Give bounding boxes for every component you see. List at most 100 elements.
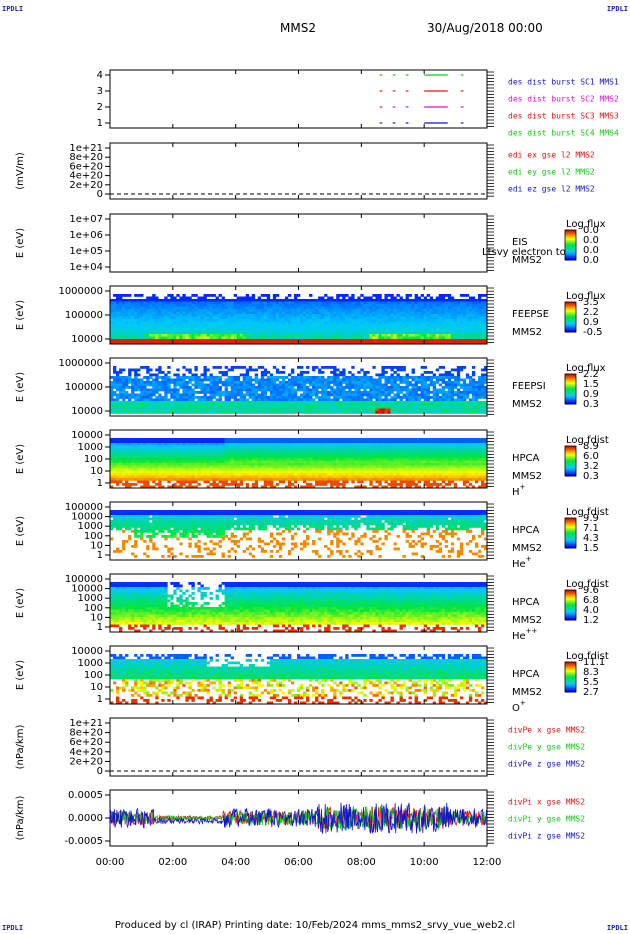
heatmap-cell (366, 319, 370, 322)
heatmap-cell (447, 378, 452, 382)
heatmap-cell (116, 473, 120, 476)
heatmap-cell (290, 368, 295, 372)
heatmap-cell (287, 301, 292, 305)
heatmap-cell (393, 393, 397, 397)
heatmap-cell (396, 406, 400, 409)
heatmap-cell (248, 329, 253, 332)
heatmap-cell (453, 331, 458, 335)
heatmap-cell (390, 373, 394, 377)
heatmap-cell (203, 321, 207, 325)
heatmap-cell (450, 329, 455, 332)
heatmap-cell (203, 309, 207, 312)
heatmap-cell (408, 341, 412, 345)
heatmap-cell (483, 314, 488, 317)
heatmap-cell (275, 371, 280, 374)
heatmap-cell (272, 406, 277, 409)
heatmap-cell (155, 403, 159, 407)
heatmap-cell (372, 401, 376, 404)
heatmap-cell (432, 299, 437, 302)
heatmap-cell (300, 329, 304, 332)
heatmap-cell (423, 306, 427, 310)
heatmap-cell (405, 341, 409, 345)
heatmap-cell (155, 401, 159, 404)
heatmap-cell (369, 329, 373, 332)
heatmap-cell (309, 393, 313, 397)
heatmap-cell (128, 316, 132, 320)
heatmap-cell (110, 339, 114, 342)
heatmap-cell (110, 326, 114, 330)
heatmap-cell (209, 336, 213, 340)
heatmap-cell (483, 306, 488, 310)
heatmap-cell (155, 314, 159, 317)
heatmap-cell (251, 393, 256, 397)
heatmap-cell (438, 376, 443, 379)
heatmap-cell (426, 299, 430, 302)
heatmap-cell (260, 316, 265, 320)
heatmap-cell (378, 301, 382, 305)
heatmap-cell (239, 326, 244, 330)
heatmap-cell (170, 440, 174, 444)
heatmap-cell (384, 403, 388, 407)
heatmap-cell (330, 376, 334, 379)
heatmap-cell (248, 296, 253, 300)
heatmap-cell (354, 386, 358, 389)
heatmap-cell (257, 311, 262, 315)
heatmap-cell (158, 473, 162, 476)
heatmap-cell (480, 406, 485, 409)
heatmap-cell (300, 371, 304, 374)
heatmap-cell (236, 319, 240, 322)
heatmap-cell (399, 331, 403, 335)
heatmap-cell (119, 321, 123, 325)
heatmap-cell (384, 371, 388, 374)
heatmap-cell (212, 388, 216, 392)
heatmap-cell (185, 296, 189, 300)
heatmap-cell (128, 475, 132, 479)
heatmap-cell (191, 339, 195, 342)
heatmap-cell (333, 376, 337, 379)
heatmap-cell (327, 331, 331, 335)
heatmap-cell (438, 311, 443, 315)
y-axis-label: (mV/m) (15, 152, 26, 190)
heatmap-cell (480, 311, 485, 315)
heatmap-cell (224, 411, 228, 414)
heatmap-cell (462, 329, 467, 332)
heatmap-cell (369, 391, 373, 394)
heatmap-cell (348, 311, 352, 315)
heatmap-cell (272, 321, 277, 325)
heatmap-cell (348, 393, 352, 397)
heatmap-cell (324, 403, 328, 407)
heatmap-cell (459, 319, 464, 322)
heatmap-cell (110, 381, 114, 384)
heatmap-cell (245, 339, 250, 342)
heatmap-cell (209, 383, 213, 387)
heatmap-cell (315, 304, 319, 307)
heatmap-cell (182, 373, 186, 377)
heatmap-cell (188, 324, 192, 327)
heatmap-cell (281, 314, 286, 317)
heatmap-cell (152, 460, 156, 464)
heatmap-cell (155, 311, 159, 315)
heatmap-cell (483, 304, 488, 307)
heatmap-cell (336, 373, 340, 377)
heatmap-cell (200, 391, 204, 394)
colorbar-swatch (565, 390, 576, 392)
heatmap-cell (164, 376, 168, 379)
heatmap-cell (131, 311, 135, 315)
heatmap-cell (185, 368, 189, 372)
heatmap-cell (152, 478, 156, 481)
heatmap-cell (116, 321, 120, 325)
heatmap-cell (200, 388, 204, 392)
heatmap-cell (306, 329, 310, 332)
heatmap-cell (146, 470, 150, 474)
heatmap-cell (233, 383, 237, 387)
heatmap-cell (218, 316, 222, 320)
heatmap-cell (393, 314, 397, 317)
heatmap-cell (158, 450, 162, 454)
heatmap-cell (158, 311, 162, 315)
heatmap-cell (429, 378, 434, 382)
heatmap-cell (315, 411, 319, 414)
heatmap-cell (194, 408, 198, 412)
heatmap-cell (378, 403, 382, 407)
heatmap-cell (170, 341, 174, 345)
heatmap-cell (390, 398, 394, 402)
